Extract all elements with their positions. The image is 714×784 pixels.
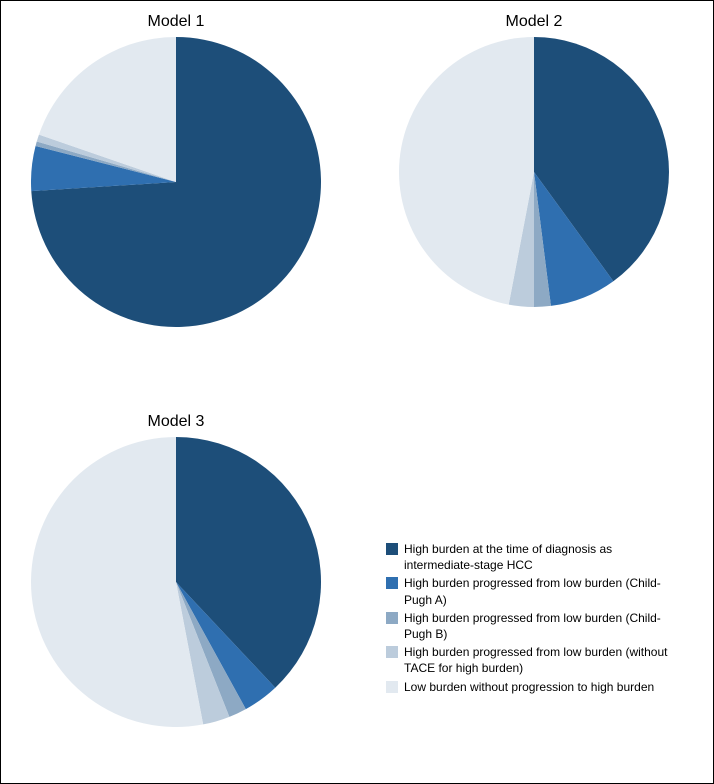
figure-frame: Model 1 Model 2 Model 3 High burden at t… <box>0 0 714 784</box>
chart-cell-model-2: Model 2 <box>399 13 669 307</box>
legend-swatch <box>386 646 398 658</box>
pie-chart-model-1 <box>31 37 321 327</box>
legend: High burden at the time of diagnosis as … <box>386 541 684 697</box>
chart-title: Model 2 <box>399 13 669 31</box>
legend-item-low_no_prog: Low burden without progression to high b… <box>386 679 684 695</box>
pie-holder <box>399 37 669 307</box>
chart-title: Model 3 <box>31 413 321 431</box>
legend-label: High burden at the time of diagnosis as … <box>404 541 684 573</box>
legend-label: Low burden without progression to high b… <box>404 679 654 695</box>
legend-item-prog_cp_b: High burden progressed from low burden (… <box>386 610 684 642</box>
pie-slice-low_no_prog <box>399 37 534 305</box>
chart-cell-model-1: Model 1 <box>31 13 321 327</box>
pie-holder <box>31 37 321 327</box>
legend-swatch <box>386 577 398 589</box>
pie-holder <box>31 437 321 727</box>
pie-chart-model-2 <box>399 37 669 307</box>
legend-swatch <box>386 543 398 555</box>
legend-label: High burden progressed from low burden (… <box>404 644 684 676</box>
legend-item-prog_cp_a: High burden progressed from low burden (… <box>386 575 684 607</box>
chart-title: Model 1 <box>31 13 321 31</box>
legend-item-prog_no_tace: High burden progressed from low burden (… <box>386 644 684 676</box>
legend-swatch <box>386 681 398 693</box>
legend-swatch <box>386 612 398 624</box>
legend-item-diag_high: High burden at the time of diagnosis as … <box>386 541 684 573</box>
legend-label: High burden progressed from low burden (… <box>404 610 684 642</box>
legend-label: High burden progressed from low burden (… <box>404 575 684 607</box>
pie-chart-model-3 <box>31 437 321 727</box>
chart-cell-model-3: Model 3 <box>31 413 321 727</box>
